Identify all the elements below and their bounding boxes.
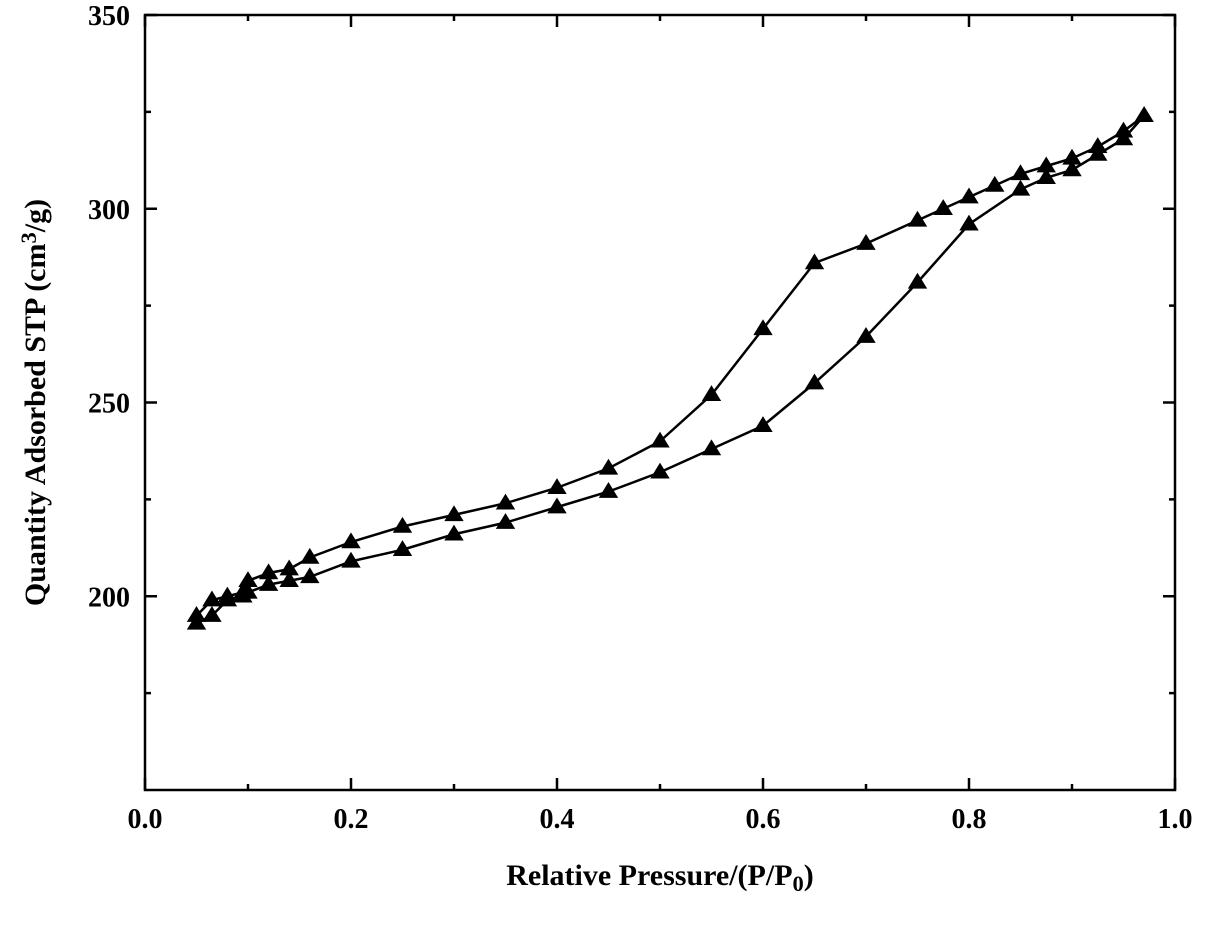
x-tick-label: 0.6 xyxy=(746,804,781,835)
x-axis-label: Relative Pressure/(P/P0) xyxy=(506,859,814,896)
y-tick-label: 250 xyxy=(88,389,130,420)
x-tick-label: 0.2 xyxy=(334,804,369,835)
adsorption-isotherm-chart: 0.0 0.2 0.4 0.6 0.8 1.0 200 250 300 350 Relative P… xyxy=(0,0,1216,934)
x-tick-label: 0.0 xyxy=(128,804,163,835)
y-axis-label: Quantity Adsorbed STP (cm3/g) xyxy=(16,199,52,606)
y-tick-label: 300 xyxy=(88,195,130,226)
chart-container: 0.0 0.2 0.4 0.6 0.8 1.0 200 250 300 350 Relative P… xyxy=(0,0,1216,934)
x-tick-label: 1.0 xyxy=(1158,804,1193,835)
y-tick-label: 200 xyxy=(88,582,130,613)
x-tick-label: 0.4 xyxy=(540,804,575,835)
x-tick-label: 0.8 xyxy=(952,804,987,835)
y-tick-label: 350 xyxy=(88,1,130,32)
